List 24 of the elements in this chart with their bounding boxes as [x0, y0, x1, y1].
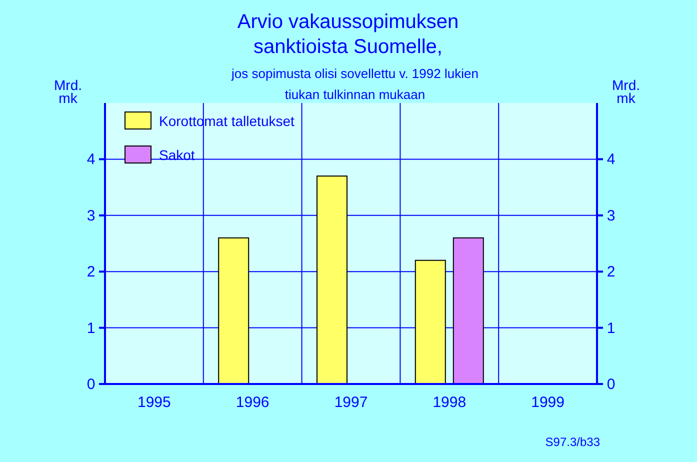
x-tick-label: 1999: [531, 394, 564, 411]
y2-axis-title: Mrd. mk: [612, 77, 640, 106]
y2-tick-label: 2: [606, 264, 616, 281]
y-tick-label: 1: [86, 320, 96, 337]
bar: [316, 176, 348, 384]
chart-title: Arvio vakaussopimuksen sanktioista Suomelle,: [237, 11, 459, 58]
x-tick-label: 1998: [432, 394, 466, 411]
chart-subtitle: jos sopimusta olisi sovellettu v. 1992 lukien tiukan tulkinnan mukaan: [230, 66, 478, 102]
x-tick-label: 1996: [236, 394, 270, 411]
y2-tick-label: 1: [606, 320, 616, 337]
bar: [452, 237, 484, 384]
y-axis-title: Mrd. mk: [54, 77, 82, 106]
text: S97.3/b33: [545, 435, 600, 449]
bar: [414, 260, 446, 384]
y-tick-label: 4: [86, 151, 96, 168]
y-tick-label: 0: [86, 376, 96, 393]
y-tick-label: 3: [86, 207, 96, 224]
x-tick-label: 1995: [138, 394, 171, 411]
y2-tick-label: 0: [606, 376, 616, 393]
x-tick-label: 1997: [334, 394, 368, 411]
y2-tick-label: 3: [606, 207, 616, 224]
y2-tick-label: 4: [606, 151, 616, 168]
y-tick-label: 2: [86, 264, 96, 281]
bar: [218, 237, 250, 384]
